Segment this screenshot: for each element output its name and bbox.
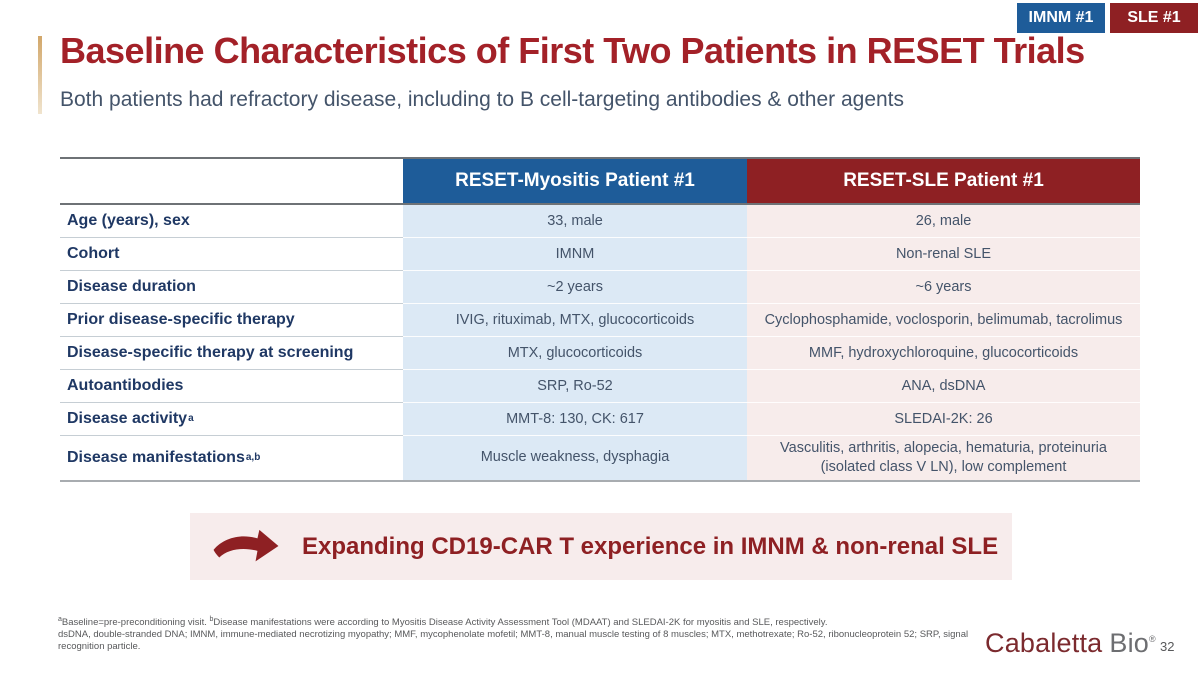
myositis-value: 33, male	[403, 205, 747, 238]
table-header-row: RESET-Myositis Patient #1 RESET-SLE Pati…	[60, 159, 1140, 205]
sle-value: ~6 years	[747, 271, 1140, 304]
sle-value: MMF, hydroxychloroquine, glucocorticoids	[747, 337, 1140, 370]
row-label: Prior disease-specific therapy	[60, 304, 403, 337]
cabaletta-bio-logo: Cabaletta Bio®	[985, 628, 1156, 658]
badge-imnm: IMNM #1	[1017, 3, 1105, 33]
row-label: Disease-specific therapy at screening	[60, 337, 403, 370]
table-corner-cell	[60, 159, 403, 203]
title-accent-bar	[38, 36, 42, 114]
table-row: Disease manifestations a,b Muscle weakness…	[60, 436, 1140, 480]
row-label: Autoantibodies	[60, 370, 403, 403]
registered-trademark: ®	[1149, 634, 1156, 644]
myositis-value: IVIG, rituximab, MTX, glucocorticoids	[403, 304, 747, 337]
myositis-value: MTX, glucocorticoids	[403, 337, 747, 370]
table-row: Disease-specific therapy at screening MTX…	[60, 337, 1140, 370]
footnotes: aBaseline=pre-preconditioning visit. bDi…	[58, 616, 970, 653]
column-header-sle: RESET-SLE Patient #1	[747, 159, 1140, 203]
sle-value: Vasculitis, arthritis, alopecia, hematur…	[747, 436, 1140, 480]
myositis-value: Muscle weakness, dysphagia	[403, 436, 747, 480]
column-header-myositis: RESET-Myositis Patient #1	[403, 159, 747, 203]
table-row: Cohort IMNM Non-renal SLE	[60, 238, 1140, 271]
page-number: 32	[1160, 639, 1175, 654]
sle-value: Cyclophosphamide, voclosporin, belimumab…	[747, 304, 1140, 337]
myositis-value: IMNM	[403, 238, 747, 271]
table-row: Disease activity a MMT-8: 130, CK: 617 SLED…	[60, 403, 1140, 436]
sle-value: 26, male	[747, 205, 1140, 238]
row-label: Age (years), sex	[60, 205, 403, 238]
row-label: Cohort	[60, 238, 403, 271]
footnote-line-1: aBaseline=pre-preconditioning visit. bDi…	[58, 616, 828, 629]
page-title: Baseline Characteristics of First Two Pa…	[60, 30, 1085, 71]
callout-text: Expanding CD19-CAR T experience in IMNM …	[302, 532, 999, 560]
footnote-abbreviations: dsDNA, double-stranded DNA; IMNM, immune…	[58, 629, 969, 652]
sle-value: Non-renal SLE	[747, 238, 1140, 271]
table-row: Age (years), sex 33, male 26, male	[60, 205, 1140, 238]
myositis-value: SRP, Ro-52	[403, 370, 747, 403]
key-message-callout: Expanding CD19-CAR T experience in IMNM …	[190, 513, 1012, 580]
patient-characteristics-table: RESET-Myositis Patient #1 RESET-SLE Pati…	[60, 157, 1140, 482]
badge-sle: SLE #1	[1110, 3, 1198, 33]
swoosh-arrow-icon	[213, 529, 279, 561]
myositis-value: ~2 years	[403, 271, 747, 304]
trial-badges: IMNM #1 SLE #1	[1017, 3, 1198, 33]
myositis-value: MMT-8: 130, CK: 617	[403, 403, 747, 436]
row-label: Disease duration	[60, 271, 403, 304]
table-row: Autoantibodies SRP, Ro-52 ANA, dsDNA	[60, 370, 1140, 403]
sle-value: ANA, dsDNA	[747, 370, 1140, 403]
table-body: Age (years), sex 33, male 26, male Cohort IM…	[60, 205, 1140, 480]
row-label: Disease manifestations a,b	[60, 436, 403, 480]
table-row: Prior disease-specific therapy IVIG, ritu…	[60, 304, 1140, 337]
table-row: Disease duration ~2 years ~6 years	[60, 271, 1140, 304]
sle-value: SLEDAI-2K: 26	[747, 403, 1140, 436]
page-subtitle: Both patients had refractory disease, in…	[60, 88, 905, 111]
row-label: Disease activity a	[60, 403, 403, 436]
